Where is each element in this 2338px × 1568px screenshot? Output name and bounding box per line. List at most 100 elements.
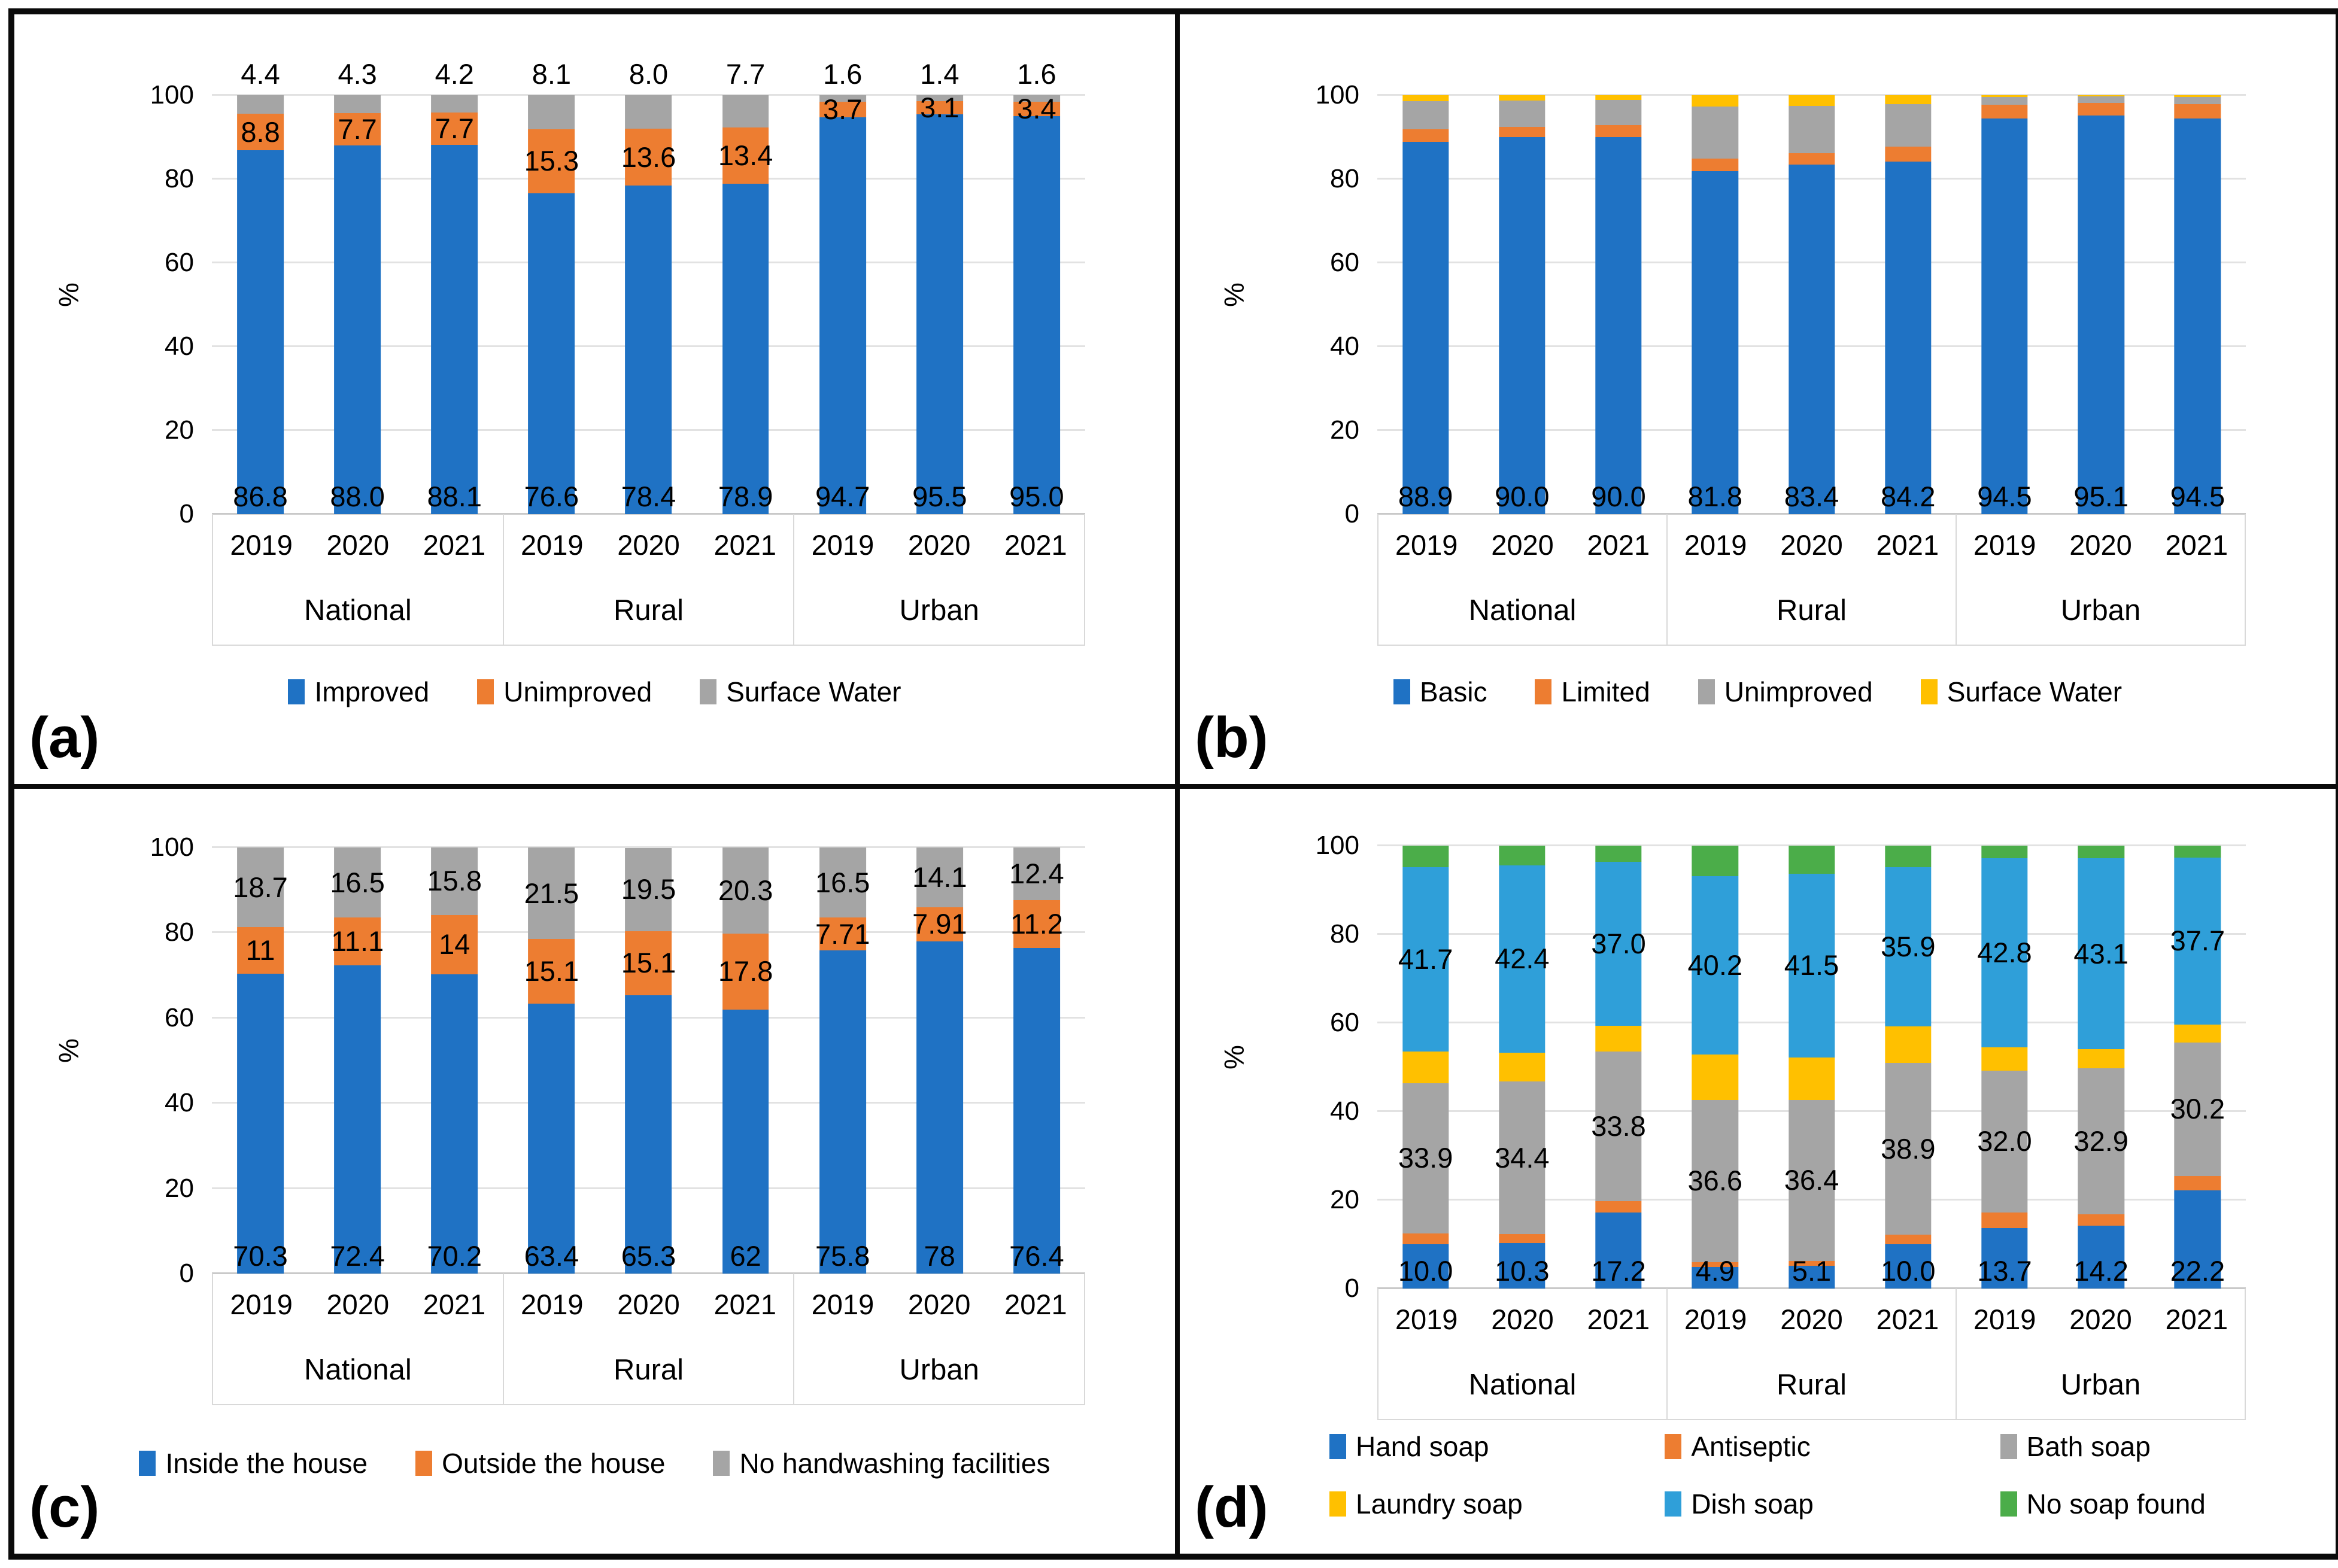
bar-slot-rural-2021: 62 17.8 20.3 <box>697 847 794 1274</box>
surface-water-segment <box>1885 95 1932 104</box>
y-tick-label: 20 <box>165 1173 194 1203</box>
bar-groups: 70.3 11 18.7 72.4 11.1 16.5 70.2 14 15.8 63.4 15.1… <box>212 847 1085 1274</box>
value-label: 84.2 <box>1880 481 1936 512</box>
improved-segment <box>334 145 381 514</box>
basic-segment <box>1885 161 1932 514</box>
legend-item-surface-water: Surface Water <box>1920 676 2122 708</box>
x-group-column-urban: 2019 2020 2021 Urban <box>1957 1289 2245 1419</box>
improved-segment <box>625 186 672 514</box>
no-handwashing-facilities-segment <box>334 847 381 918</box>
bar-slot-rural-2021: 78.9 13.4 7.7 <box>697 59 794 514</box>
limited-segment <box>1885 147 1932 162</box>
legend-marker-surface-water-icon <box>700 679 717 704</box>
value-label: 13.7 <box>1977 1255 2032 1287</box>
antiseptic-segment <box>2174 1176 2221 1190</box>
x-tick-year: 2021 <box>1876 528 1939 561</box>
x-tick-year: 2020 <box>617 528 680 561</box>
improved-segment <box>528 193 575 514</box>
x-group-label-rural: Rural <box>613 1354 684 1386</box>
limited-segment <box>1402 129 1449 142</box>
laundry-soap-segment <box>1885 1026 1932 1063</box>
value-label: 38.9 <box>1880 1132 1936 1165</box>
hand-soap-segment <box>2078 1225 2124 1289</box>
legend-item-no-soap-found: No soap found <box>2000 1488 2336 1520</box>
legend-item-dish-soap: Dish soap <box>1665 1488 2000 1520</box>
no-handwashing-facilities-segment <box>1013 847 1060 901</box>
antiseptic-segment <box>1788 1261 1835 1266</box>
bar-slot-urban-2019: 94.7 3.7 1.6 <box>794 59 891 514</box>
y-tick-label: 80 <box>1330 919 1359 949</box>
outside-the-house-segment <box>722 934 769 1010</box>
x-group-label-national: National <box>1468 1369 1577 1401</box>
value-label: 15.3 <box>524 145 579 177</box>
x-tick-year: 2021 <box>1876 1303 1939 1335</box>
surface-water-segment <box>528 95 575 129</box>
no-handwashing-facilities-segment <box>528 847 575 940</box>
value-label: 75.8 <box>815 1240 870 1272</box>
value-label: 42.4 <box>1495 943 1550 975</box>
bar-group-rural: 4.9 36.6 40.2 5.1 36.4 41.5 10.0 38.9 35.9 <box>1667 846 1957 1289</box>
legend-marker-no-soap-found-icon <box>2000 1491 2017 1517</box>
legend-item-bath-soap: Bath soap <box>2000 1430 2336 1463</box>
legend: Inside the house Outside the house No hand… <box>14 1447 1175 1505</box>
legend-label: Unimproved <box>503 676 652 707</box>
surface-water-segment <box>1981 95 2028 97</box>
x-tick-year: 2020 <box>1491 528 1554 561</box>
inside-the-house-segment <box>916 941 963 1274</box>
surface-water-segment <box>431 95 478 113</box>
value-label: 32.0 <box>1977 1125 2032 1157</box>
bath-soap-segment <box>1595 1052 1642 1202</box>
legend-marker-basic-icon <box>1393 679 1410 704</box>
plot-area: 10.0 33.9 41.7 10.3 34.4 42.4 17.2 33.8 37.0 4.9 3… <box>1377 844 2246 1289</box>
x-years-row: 2019 2020 2021 <box>1957 514 2245 575</box>
x-years-row: 2019 2020 2021 <box>1378 1289 1666 1350</box>
unimproved-segment <box>819 102 866 118</box>
x-tick-year: 2021 <box>1587 528 1650 561</box>
bar-slot-national-2020: 90.0 <box>1474 95 1570 514</box>
x-group-label-rural: Rural <box>1776 1369 1847 1401</box>
dish-soap-segment <box>1595 862 1642 1026</box>
value-label: 94.5 <box>1977 481 2032 512</box>
x-axis-table: 2019 2020 2021 National 2019 2020 2021 Rural 201… <box>212 514 1085 646</box>
value-label: 33.8 <box>1591 1110 1646 1142</box>
x-tick-year: 2020 <box>1780 528 1843 561</box>
improved-segment <box>1013 116 1060 514</box>
bar-group-rural: 76.6 15.3 8.1 78.4 13.6 8.0 78.9 13.4 7.7 <box>503 59 794 514</box>
plot-area: 86.8 8.8 4.4 88.0 7.7 4.3 88.1 7.7 4.2 76.6 15.3 8.… <box>212 59 1085 515</box>
antiseptic-segment <box>1692 1262 1738 1267</box>
y-tick-label: 60 <box>1330 1008 1359 1037</box>
stacked-bar <box>625 847 672 1274</box>
bath-soap-segment <box>1692 1099 1738 1262</box>
x-tick-year: 2019 <box>1973 528 2036 561</box>
y-axis-label: % <box>53 1038 84 1063</box>
improved-segment <box>722 183 769 514</box>
inside-the-house-segment <box>528 1003 575 1274</box>
legend-row: Basic Limited Unimproved Surface Water <box>1180 676 2336 708</box>
limited-segment <box>1981 105 2028 118</box>
stacked-bar <box>431 95 478 514</box>
stacked-bar <box>1499 95 1545 514</box>
value-label: 88.0 <box>330 481 385 512</box>
surface-water-segment <box>334 95 381 114</box>
legend: Improved Unimproved Surface Water <box>14 676 1175 733</box>
bar-groups: 86.8 8.8 4.4 88.0 7.7 4.3 88.1 7.7 4.2 76.6 15.3 8.… <box>212 59 1085 514</box>
x-years-row: 2019 2020 2021 <box>504 514 794 575</box>
legend-row: Improved Unimproved Surface Water <box>14 676 1175 708</box>
bar-slot-urban-2020: 95.1 <box>2053 95 2149 514</box>
stacked-bar <box>2078 95 2124 514</box>
bar-slot-rural-2019: 81.8 <box>1667 95 1763 514</box>
antiseptic-segment <box>1595 1201 1642 1213</box>
bar-group-urban: 13.7 32.0 42.8 14.2 32.9 43.1 22.2 30.2 37.7 <box>1956 846 2246 1289</box>
x-axis-table: 2019 2020 2021 National 2019 2020 2021 Rural 201… <box>1377 1289 2246 1420</box>
plot-area: 70.3 11 18.7 72.4 11.1 16.5 70.2 14 15.8 63.4 15.1… <box>212 846 1085 1274</box>
x-years-row: 2019 2020 2021 <box>504 1274 794 1335</box>
bar-group-urban: 94.7 3.7 1.6 95.5 3.1 1.4 95.0 3.4 1.6 <box>794 59 1085 514</box>
laundry-soap-segment <box>1981 1047 2028 1071</box>
x-tick-year: 2020 <box>907 1288 971 1320</box>
outside-the-house-segment <box>237 927 284 974</box>
x-years-row: 2019 2020 2021 <box>1378 514 1666 575</box>
bar-group-urban: 75.8 7.71 16.5 78 7.91 14.1 76.4 11.2 12.4 <box>794 847 1085 1274</box>
bar-slot-national-2020: 10.3 34.4 42.4 <box>1474 846 1570 1289</box>
surface-water-segment <box>237 95 284 114</box>
value-label: 90.0 <box>1495 481 1550 512</box>
